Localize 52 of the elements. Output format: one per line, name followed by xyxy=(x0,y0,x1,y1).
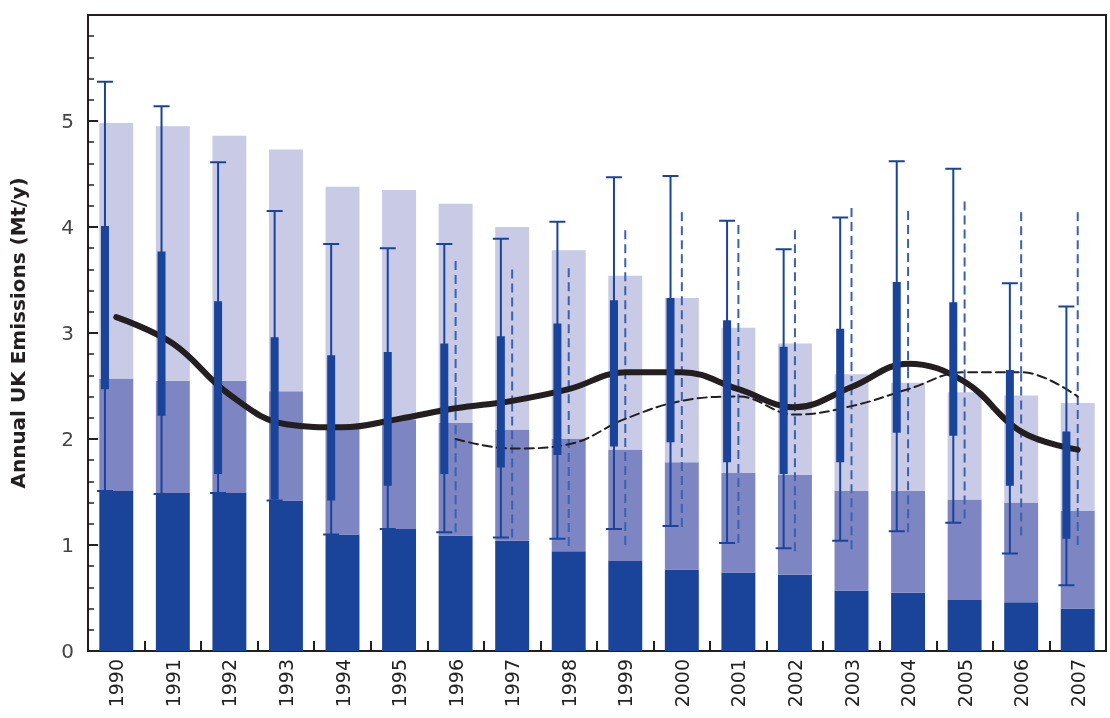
bar xyxy=(495,540,530,651)
bar xyxy=(664,462,699,570)
x-tick-label: 2004 xyxy=(897,659,920,708)
bar xyxy=(1004,502,1039,603)
x-tick-label: 2001 xyxy=(727,659,750,708)
y-tick-label: 0 xyxy=(61,639,74,663)
x-tick-label: 1994 xyxy=(331,659,354,708)
y-tick-label: 3 xyxy=(61,321,74,345)
y-axis-title: Annual UK Emissions (Mt/y) xyxy=(6,177,30,489)
x-tick-label: 1992 xyxy=(218,659,241,708)
x-tick-label: 1991 xyxy=(161,659,184,708)
x-tick-label: 2002 xyxy=(783,659,806,708)
x-tick-label: 1998 xyxy=(557,659,580,708)
bar xyxy=(608,560,643,651)
bar xyxy=(721,472,756,573)
candlestick xyxy=(1000,282,1019,555)
x-tick-label: 1995 xyxy=(388,659,411,708)
bar xyxy=(608,449,643,561)
bar xyxy=(1060,608,1095,651)
bar xyxy=(891,490,926,593)
candlestick xyxy=(491,237,510,539)
y-tick-label: 5 xyxy=(61,109,74,133)
bar xyxy=(947,499,982,601)
candlestick xyxy=(831,216,850,542)
bar xyxy=(99,378,134,491)
bar xyxy=(947,600,982,651)
bar xyxy=(664,569,699,651)
candlestick xyxy=(887,160,906,533)
x-tick-label: 2003 xyxy=(840,659,863,708)
x-tick-label: 1993 xyxy=(274,659,297,708)
bar xyxy=(834,490,869,591)
bar xyxy=(777,475,812,575)
bar xyxy=(268,149,303,392)
x-tick-label: 1997 xyxy=(501,659,524,708)
x-tick-label: 2000 xyxy=(670,659,693,708)
candlestick xyxy=(604,176,623,531)
bar xyxy=(438,535,473,651)
y-tick-label: 4 xyxy=(61,215,74,239)
x-tick-label: 2005 xyxy=(953,659,976,708)
bar xyxy=(777,574,812,651)
bar xyxy=(721,572,756,651)
y-tick-label: 1 xyxy=(61,533,74,557)
x-tick-label: 1996 xyxy=(444,659,467,708)
x-tick-label: 1990 xyxy=(105,659,128,708)
bar xyxy=(834,590,869,651)
bar xyxy=(1004,602,1039,651)
x-tick-label: 2006 xyxy=(1010,659,1033,708)
bar xyxy=(891,592,926,651)
y-tick-label: 2 xyxy=(61,427,74,451)
x-tick-label: 2007 xyxy=(1066,659,1089,708)
x-tick-label: 1999 xyxy=(614,659,637,708)
bar xyxy=(551,551,586,651)
